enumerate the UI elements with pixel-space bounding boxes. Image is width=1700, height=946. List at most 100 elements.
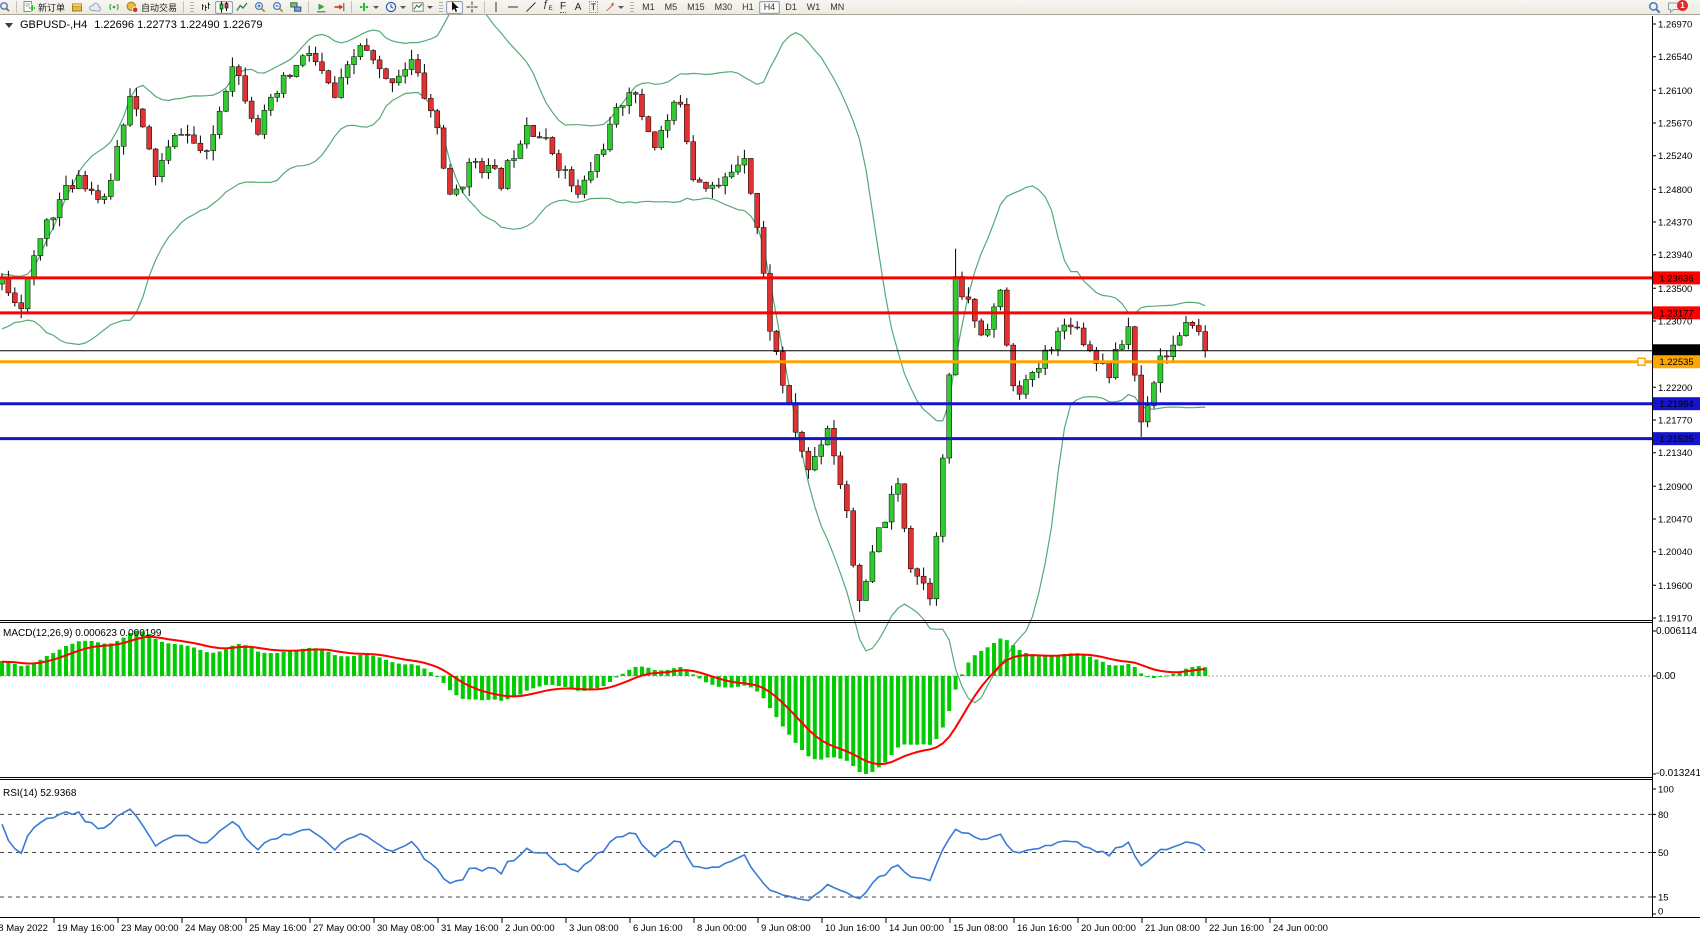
rsi-level-label: 100 — [1658, 785, 1674, 796]
crosshair-button[interactable] — [463, 1, 481, 14]
new-order-label: 新订单 — [38, 2, 66, 13]
rsi-level-label: 80 — [1658, 810, 1669, 821]
cloud-button[interactable] — [86, 1, 105, 14]
new-order-button[interactable]: 新订单 — [20, 1, 68, 14]
indicators-button[interactable] — [355, 1, 382, 14]
timeframe-group: M1 M5 M15 M30 H1 H4 D1 W1 MN — [637, 0, 849, 14]
timeframe-button-M30[interactable]: M30 — [714, 2, 733, 12]
time-axis-label: 22 Jun 16:00 — [1209, 923, 1264, 934]
main-toolbar: 新订单 自动交易 — [0, 0, 1700, 15]
timeframe-button-M5[interactable]: M5 — [664, 2, 678, 12]
time-axis-label: 8 Jun 00:00 — [697, 923, 747, 934]
chart-symbol-period: GBPUSD-,H4 — [20, 19, 88, 31]
auto-scroll-button[interactable] — [312, 1, 330, 14]
price-tick-label: 1.22200 — [1658, 383, 1692, 394]
cursor-button[interactable] — [446, 0, 464, 14]
tile-windows-button[interactable] — [287, 1, 305, 14]
signals-button[interactable] — [105, 1, 123, 14]
price-badge-text: 1.21525 — [1659, 434, 1693, 445]
horizontal-line-button[interactable] — [504, 1, 522, 14]
price-tick-label: 1.26540 — [1658, 52, 1692, 63]
time-axis-label: 20 Jun 00:00 — [1081, 923, 1136, 934]
candlestick-chart-button[interactable] — [215, 0, 234, 14]
line-chart-icon — [236, 2, 248, 11]
notifications-button[interactable]: 1 — [1664, 0, 1688, 14]
search-icon — [1648, 1, 1661, 13]
separator — [351, 1, 353, 13]
price-tick-label: 1.20040 — [1658, 547, 1692, 558]
history-box-button[interactable] — [68, 1, 86, 14]
chart-shift-button[interactable] — [330, 1, 348, 14]
fibonacci-expansion-button[interactable]: F — [556, 1, 571, 14]
timeframe-button-H1[interactable]: H1 — [742, 2, 754, 12]
auto-trading-button[interactable]: 自动交易 — [123, 1, 180, 14]
rsi-label: RSI(14) 52.9368 — [3, 788, 77, 799]
timeframe-button-H4[interactable]: H4 — [758, 0, 781, 14]
notification-badge: 1 — [1677, 0, 1688, 11]
timeframe-button-W1[interactable]: W1 — [806, 2, 821, 12]
toolbar-grip[interactable] — [190, 1, 195, 13]
auto-trading-icon — [126, 1, 139, 13]
candlestick-icon — [219, 1, 229, 13]
time-axis-label: 21 Jun 08:00 — [1145, 923, 1200, 934]
template-icon — [412, 2, 424, 12]
separator — [308, 1, 310, 13]
macd-axis-zero: 0.00 — [1656, 671, 1676, 682]
time-axis-label: 6 Jun 16:00 — [633, 923, 683, 934]
macd-panel — [0, 630, 1656, 775]
time-axis-label: 27 May 00:00 — [313, 923, 371, 934]
price-tick-label: 1.21770 — [1658, 416, 1692, 427]
arrows-button[interactable] — [601, 1, 627, 14]
new-order-icon — [23, 1, 36, 12]
search-button[interactable] — [1645, 1, 1664, 14]
price-tick-label: 1.19170 — [1658, 614, 1692, 625]
bollinger-bands — [1, 0, 1206, 704]
text-button[interactable]: A — [571, 1, 586, 14]
clipped-search-button[interactable] — [0, 1, 13, 14]
vertical-line-button[interactable] — [488, 1, 504, 14]
auto-trading-label: 自动交易 — [141, 2, 178, 13]
trendline-button[interactable] — [522, 1, 540, 14]
price-badge — [1653, 344, 1700, 358]
timeframe-button-D1[interactable]: D1 — [785, 2, 797, 12]
time-axis-label: 23 May 00:00 — [121, 923, 179, 934]
fibonacci-button[interactable]: ƒE — [540, 0, 556, 14]
zoom-in-button[interactable] — [251, 1, 269, 14]
bar-chart-button[interactable] — [197, 1, 215, 14]
chart-shift-icon — [334, 2, 345, 12]
candles — [0, 38, 1208, 612]
chart-menu-arrow-icon[interactable] — [5, 22, 13, 28]
zoom-out-button[interactable] — [269, 1, 287, 14]
price-badge — [1653, 306, 1700, 320]
line-chart-button[interactable] — [233, 1, 251, 14]
rsi-level-label: 0 — [1658, 907, 1663, 918]
time-axis-label: 30 May 08:00 — [377, 923, 435, 934]
timeframe-button-M1[interactable]: M1 — [642, 2, 655, 12]
timeframe-button-M15[interactable]: M15 — [687, 2, 705, 12]
timeframe-button-MN[interactable]: MN — [830, 2, 845, 12]
periods-button[interactable] — [382, 1, 409, 14]
price-badge — [1653, 271, 1700, 285]
chevron-down-icon — [427, 5, 434, 9]
time-axis[interactable]: 18 May 2022 19 May 16:00 23 May 00:00 24 Ma… — [0, 918, 1328, 934]
toolbar-grip[interactable] — [630, 1, 635, 13]
fibo-expansion-icon: F — [560, 1, 567, 13]
chevron-down-icon — [373, 5, 380, 9]
horizontal-lines[interactable] — [0, 276, 1652, 441]
price-tick-label: 1.23070 — [1658, 317, 1692, 328]
price-badge-text: 1.22679 — [1659, 346, 1693, 357]
text-label-button[interactable]: T — [586, 1, 602, 14]
macd-label: MACD(12,26,9) 0.000623 0.000199 — [3, 628, 162, 639]
price-tick-label: 1.26970 — [1658, 20, 1692, 31]
templates-button[interactable] — [409, 1, 436, 14]
horizontal-line-icon — [508, 6, 519, 8]
zoom-out-icon — [273, 1, 284, 13]
time-axis-label: 3 Jun 08:00 — [569, 923, 619, 934]
clock-icon — [385, 1, 397, 13]
separator — [484, 1, 486, 13]
price-badge-text: 1.21984 — [1659, 399, 1693, 410]
toolbar-grip[interactable] — [439, 1, 444, 13]
